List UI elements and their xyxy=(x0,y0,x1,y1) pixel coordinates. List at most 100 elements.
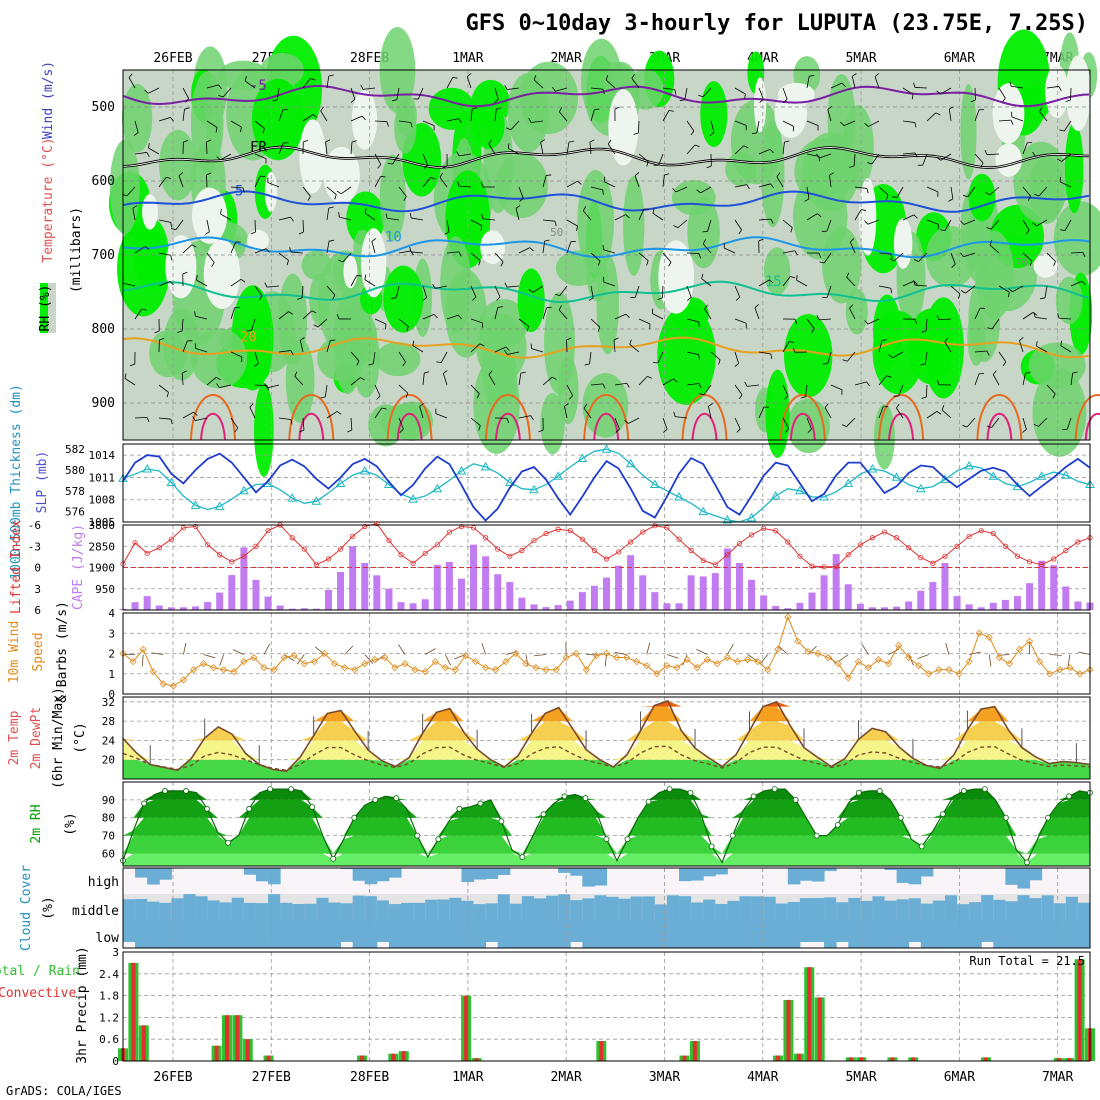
wind-barb-flag xyxy=(364,274,367,280)
middle-cloud-bar xyxy=(304,903,317,920)
wind-barb xyxy=(704,308,712,320)
wind-barb xyxy=(734,120,747,126)
li-point xyxy=(374,520,380,527)
cape-bar xyxy=(1074,601,1082,610)
li-tick-label: -6 xyxy=(28,519,41,532)
wind-barb xyxy=(782,142,785,155)
wind-barb-flag xyxy=(634,172,640,176)
cape-bar xyxy=(131,602,139,610)
rh-dry-patch xyxy=(754,77,767,133)
low-cloud-bar xyxy=(787,920,801,948)
wind-barb xyxy=(1036,345,1048,353)
wind-barb xyxy=(158,177,167,188)
wind-barb-flag xyxy=(736,428,741,433)
li-point xyxy=(398,552,404,558)
thickness-point xyxy=(867,463,878,473)
wind-barb-flag xyxy=(169,281,174,286)
middle-cloud-bar xyxy=(1017,895,1031,920)
wind-barb xyxy=(638,376,648,386)
wind-barb-flag xyxy=(194,311,196,317)
wind-barb-flag xyxy=(564,403,569,407)
wind-barb-flag xyxy=(936,315,940,320)
wind-barb-flag xyxy=(941,405,945,411)
middle-cloud-bar xyxy=(957,904,970,920)
wind-barb-flag xyxy=(607,139,612,145)
li-point xyxy=(845,552,851,558)
wind-barb xyxy=(254,153,267,160)
wind-barb-flag xyxy=(433,314,438,319)
date-label-bottom: 26FEB xyxy=(153,1070,192,1085)
middle-cloud-bar xyxy=(606,896,620,920)
wind-barb-flag xyxy=(597,260,601,266)
wind-barb xyxy=(826,285,832,298)
thickness-point xyxy=(601,444,612,453)
temp-band-fill xyxy=(123,759,1090,779)
wind-barb xyxy=(249,407,256,419)
wind-barb xyxy=(974,350,987,353)
li-point xyxy=(628,539,634,545)
wind-barb xyxy=(340,186,352,195)
li-tick-label: -3 xyxy=(28,540,41,553)
high-cloud-bar xyxy=(485,868,499,879)
wind-barb xyxy=(782,219,793,228)
li-point xyxy=(337,546,344,552)
wind-barb-flag xyxy=(211,262,215,268)
li-point xyxy=(422,550,428,556)
rh-moist-patch xyxy=(975,230,1014,320)
cape-bar xyxy=(433,564,441,610)
wind-barb-flag xyxy=(921,330,927,333)
wind-barb xyxy=(542,219,555,222)
wind-barb xyxy=(182,411,194,419)
thickness-point xyxy=(770,490,781,500)
wind-barb-flag xyxy=(377,164,382,169)
wind-barb-10m xyxy=(263,643,271,655)
wind-barb-flag xyxy=(913,259,919,262)
wind-barb-flag xyxy=(264,282,268,288)
rh-dry-patch xyxy=(777,82,815,106)
low-cloud-bar xyxy=(437,920,450,948)
wind-speed-point xyxy=(844,674,852,682)
wind-barb xyxy=(1022,417,1027,430)
wind-barb-flag xyxy=(694,144,700,148)
wind-speed-point xyxy=(764,666,772,674)
wind-barb xyxy=(326,208,330,221)
wind-barb xyxy=(893,252,904,262)
wind-barb xyxy=(374,120,388,123)
wind-barb xyxy=(926,112,937,122)
wind-barb xyxy=(950,186,954,199)
wind-barb-flag xyxy=(170,255,173,261)
wind-barb xyxy=(182,87,190,99)
wind-barb-flag xyxy=(1081,281,1086,286)
wind-speed-point xyxy=(260,664,268,672)
wind-barb xyxy=(823,252,832,264)
wind-barb xyxy=(702,87,712,98)
wind-barb xyxy=(324,384,328,397)
rh-moist-patch xyxy=(763,247,791,295)
rh2m-point xyxy=(708,843,715,850)
wind-barb xyxy=(182,109,185,122)
wind-barb-flag xyxy=(364,208,367,214)
cape-bar xyxy=(881,607,889,610)
wind-barb xyxy=(267,285,280,288)
wind-barb-flag xyxy=(864,220,869,225)
wind-barb xyxy=(325,142,328,155)
cape-bar xyxy=(470,544,478,610)
rh2m-point xyxy=(834,821,841,828)
wind-barb-flag xyxy=(456,151,460,157)
middle-cloud-bar xyxy=(691,902,704,920)
wind-speed-point xyxy=(874,656,883,664)
high-cloud-bar xyxy=(811,868,825,882)
middle-cloud-bar xyxy=(739,896,753,920)
low-cloud-bar xyxy=(594,920,607,948)
li-point xyxy=(253,543,259,549)
middle-cloud-bar xyxy=(703,899,716,920)
rh2m-point xyxy=(519,854,526,860)
wind-barb-flag xyxy=(568,140,574,143)
wind-barb-10m xyxy=(283,654,295,662)
wind-barb xyxy=(637,120,640,134)
wind-barb-flag xyxy=(244,76,247,82)
cape-bar xyxy=(905,601,913,610)
wind-barb-flag xyxy=(602,383,606,389)
rh2m-point xyxy=(645,798,652,805)
wind-barb xyxy=(965,285,976,294)
